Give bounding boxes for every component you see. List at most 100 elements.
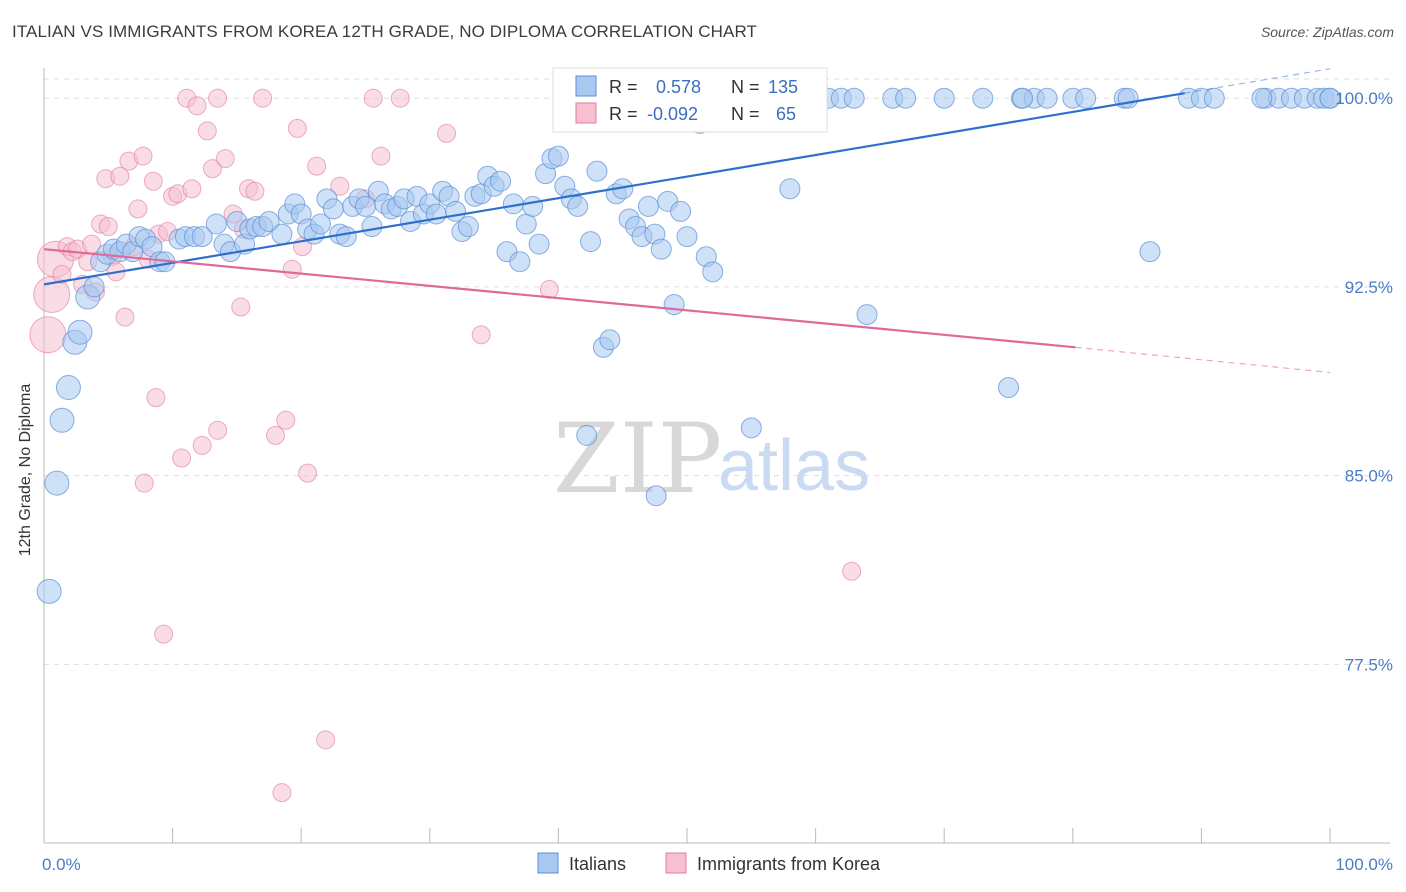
- italians-point: [933, 87, 955, 109]
- korea-point: [330, 176, 350, 196]
- korea-point: [202, 159, 222, 179]
- italians-point: [895, 87, 917, 109]
- italians-point: [335, 226, 357, 248]
- italians-n-label: N =: [731, 77, 760, 97]
- grid: [44, 78, 1390, 665]
- italians-point: [509, 251, 531, 273]
- italians-trend-line: [43, 92, 1185, 286]
- italians-point: [702, 261, 724, 283]
- watermark-zip: ZIP: [553, 403, 722, 515]
- korea-point: [133, 146, 153, 166]
- korea-point: [231, 297, 251, 317]
- korea-point: [245, 181, 265, 201]
- korea-point: [253, 88, 273, 108]
- italians-n-value: 135: [768, 77, 798, 97]
- korea-point: [842, 561, 862, 581]
- korea-legend-swatch: [575, 102, 597, 124]
- italians-point: [457, 216, 479, 238]
- italians-point: [528, 233, 550, 255]
- korea-series-label: Immigrants from Korea: [697, 854, 881, 874]
- x-tick-label-max: 100.0%: [1335, 855, 1393, 874]
- italians-point: [83, 276, 105, 298]
- italians-point: [490, 170, 512, 192]
- korea-point: [197, 121, 217, 141]
- italians-point: [856, 304, 878, 326]
- italians-point: [67, 319, 93, 345]
- korea-point: [316, 730, 336, 750]
- korea-point: [272, 783, 292, 803]
- italians-point: [1075, 87, 1097, 109]
- italians-point: [1251, 87, 1273, 109]
- italians-point: [650, 238, 672, 260]
- stats-legend-box: [552, 67, 828, 133]
- korea-point: [154, 624, 174, 644]
- italians-point: [49, 407, 75, 433]
- italians-point: [645, 485, 667, 507]
- italians-point: [580, 231, 602, 253]
- italians-point: [599, 329, 621, 351]
- y-tick-label: 85.0%: [1345, 467, 1393, 486]
- italians-series-swatch: [537, 852, 559, 874]
- korea-point: [187, 96, 207, 116]
- italians-point: [258, 210, 280, 232]
- korea-point: [110, 166, 130, 186]
- italians-point: [972, 87, 994, 109]
- italians-point: [663, 294, 685, 316]
- italians-points: [36, 87, 1341, 604]
- korea-point: [192, 435, 212, 455]
- italians-trend-extension: [1184, 68, 1331, 94]
- korea-point: [208, 420, 228, 440]
- italians-point: [309, 213, 331, 235]
- italians-r-value: 0.578: [656, 77, 701, 97]
- korea-point: [146, 388, 166, 408]
- y-tick-label: 92.5%: [1345, 278, 1393, 297]
- korea-r-value: -0.092: [647, 104, 698, 124]
- korea-point: [265, 425, 285, 445]
- italians-point: [1203, 87, 1225, 109]
- korea-point: [182, 179, 202, 199]
- italians-point: [637, 195, 659, 217]
- italians-point: [576, 424, 598, 446]
- italians-point: [670, 200, 692, 222]
- italians-point: [547, 145, 569, 167]
- y-tick-label: 77.5%: [1345, 655, 1393, 674]
- watermark-atlas: atlas: [718, 426, 870, 506]
- italians-point: [1139, 241, 1161, 263]
- italians-point: [55, 375, 81, 401]
- series-legend: Italians Immigrants from Korea: [537, 852, 881, 874]
- korea-point: [282, 259, 302, 279]
- trend-lines: [43, 68, 1331, 374]
- italians-point: [44, 470, 70, 496]
- italians-point: [998, 377, 1019, 399]
- stats-legend: R = 0.578 N = 135 R = -0.092 N = 65: [552, 67, 828, 133]
- korea-point: [363, 88, 383, 108]
- korea-point: [287, 118, 307, 138]
- watermark: ZIP atlas: [553, 403, 870, 515]
- korea-trend-extension: [1075, 346, 1331, 374]
- korea-n-label: N =: [731, 104, 760, 124]
- korea-point: [437, 123, 457, 143]
- korea-point: [390, 88, 410, 108]
- italians-point: [322, 198, 344, 220]
- korea-trend-line: [43, 248, 1076, 349]
- italians-point: [1117, 87, 1139, 109]
- korea-point: [128, 199, 148, 219]
- chart-title: ITALIAN VS IMMIGRANTS FROM KOREA 12TH GR…: [12, 22, 758, 41]
- italians-point: [191, 226, 213, 248]
- korea-point: [471, 325, 491, 345]
- y-tick-label: 100.0%: [1335, 89, 1393, 108]
- korea-series-swatch: [665, 852, 687, 874]
- italians-point: [425, 203, 447, 225]
- korea-point: [371, 146, 391, 166]
- italians-point: [740, 417, 762, 439]
- italians-point: [567, 195, 589, 217]
- korea-point: [172, 448, 192, 468]
- y-axis-title: 12th Grade, No Diploma: [17, 384, 34, 557]
- italians-point: [779, 178, 801, 200]
- x-tick-labels: 0.0% 100.0%: [42, 855, 1393, 874]
- korea-point: [143, 171, 163, 191]
- korea-n-value: 65: [776, 104, 796, 124]
- italians-point: [676, 226, 698, 248]
- italians-point: [271, 223, 293, 245]
